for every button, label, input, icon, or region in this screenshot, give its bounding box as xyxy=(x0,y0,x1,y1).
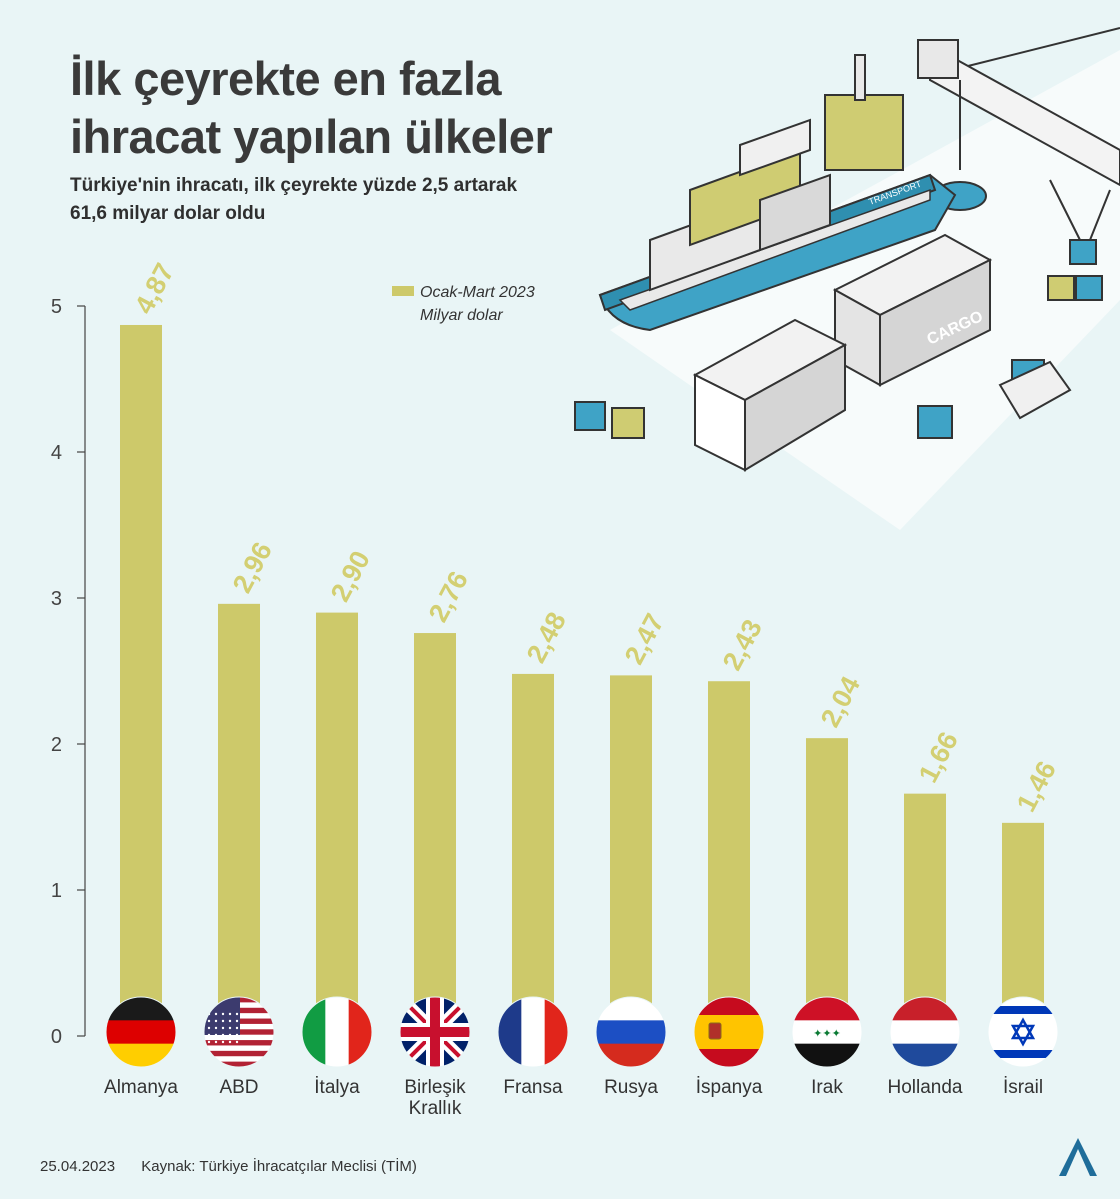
page-title: İlk çeyrekte en fazla ihracat yapılan ül… xyxy=(70,50,553,166)
value-label: 2,47 xyxy=(619,609,670,669)
cargo-container-icon: CARGO xyxy=(692,233,993,472)
bars-group: 4,87 2,96 2,90 2,76 2,48 2,47 2,43 2,04 1,66 1,46 xyxy=(120,258,1062,1037)
crane-icon xyxy=(917,27,1120,301)
boxes-icon xyxy=(574,359,1072,439)
x-tick-label: Rusya xyxy=(604,1077,658,1098)
bar-8 xyxy=(904,793,946,1036)
germany-flag xyxy=(105,996,177,1068)
legend: Ocak-Mart 2023 Milyar dolar xyxy=(392,284,535,324)
x-tick-label: İspanya xyxy=(696,1077,763,1098)
italy-flag xyxy=(301,996,373,1068)
flags-group: ✦✦✦ xyxy=(105,996,1059,1068)
title-line-1: İlk çeyrekte en fazla xyxy=(70,52,502,105)
value-label: 2,04 xyxy=(815,671,866,731)
bar-4 xyxy=(512,673,554,1036)
value-label: 2,96 xyxy=(227,537,278,597)
bar-1 xyxy=(218,603,260,1036)
israel-flag xyxy=(987,996,1059,1068)
x-tick-label: ABD xyxy=(219,1077,258,1098)
footer-date: 25.04.2023 xyxy=(40,1158,116,1175)
x-tick-label: Hollanda xyxy=(888,1077,963,1098)
y-tick-label: 2 xyxy=(51,734,62,756)
subtitle-line-1: Türkiye'nin ihracatı, ilk çeyrekte yüzde… xyxy=(70,175,518,196)
x-tick-label: Krallık xyxy=(409,1098,462,1119)
bar-5 xyxy=(610,675,652,1036)
value-label: 1,46 xyxy=(1011,756,1062,816)
value-label: 4,87 xyxy=(129,258,180,318)
y-tick-label: 5 xyxy=(51,296,62,318)
x-tick-label: İtalya xyxy=(314,1077,360,1098)
bar-0 xyxy=(120,324,162,1037)
y-tick-label: 4 xyxy=(51,442,62,464)
iraq-flag: ✦✦✦ xyxy=(791,996,863,1068)
y-axis: 0 1 2 3 4 5 xyxy=(51,296,86,1048)
footer-source: Kaynak: Türkiye İhracatçılar Meclisi (Tİ… xyxy=(141,1158,417,1175)
aa-logo-icon xyxy=(1059,1138,1097,1176)
svg-text:✦✦✦: ✦✦✦ xyxy=(813,1028,841,1040)
russia-flag xyxy=(595,996,667,1068)
value-label: 2,48 xyxy=(521,607,572,667)
bar-3 xyxy=(414,633,456,1036)
y-tick-label: 0 xyxy=(51,1026,62,1048)
x-tick-label: Almanya xyxy=(104,1077,178,1098)
france-flag xyxy=(497,996,569,1068)
legend-label: Ocak-Mart 2023 xyxy=(420,284,535,301)
bar-6 xyxy=(708,681,750,1036)
bar-2 xyxy=(316,612,358,1036)
port-illustration: TRANSPORT CARGO xyxy=(574,27,1120,530)
x-tick-label: Fransa xyxy=(503,1077,563,1098)
x-tick-label: Birleşik xyxy=(404,1077,466,1098)
subtitle: Türkiye'nin ihracatı, ilk çeyrekte yüzde… xyxy=(70,172,517,228)
x-tick-label: İsrail xyxy=(1003,1077,1043,1098)
uk-flag xyxy=(399,996,471,1068)
y-tick-label: 1 xyxy=(51,880,62,902)
subtitle-line-2: 61,6 milyar dolar oldu xyxy=(70,203,266,224)
value-label: 2,90 xyxy=(325,546,376,606)
ship-icon: TRANSPORT xyxy=(598,54,957,332)
title-line-2: ihracat yapılan ülkeler xyxy=(70,110,553,163)
value-label: 1,66 xyxy=(913,727,964,787)
legend-swatch xyxy=(392,286,414,296)
value-label: 2,76 xyxy=(423,566,474,626)
legend-unit: Milyar dolar xyxy=(420,307,503,324)
bar-7 xyxy=(806,738,848,1036)
spain-flag xyxy=(693,996,765,1068)
netherlands-flag xyxy=(889,996,961,1068)
footer: 25.04.2023 Kaynak: Türkiye İhracatçılar … xyxy=(40,1158,417,1175)
value-label: 2,43 xyxy=(717,615,768,675)
usa-flag xyxy=(203,996,275,1068)
y-tick-label: 3 xyxy=(51,588,62,610)
x-tick-label: Irak xyxy=(811,1077,843,1098)
